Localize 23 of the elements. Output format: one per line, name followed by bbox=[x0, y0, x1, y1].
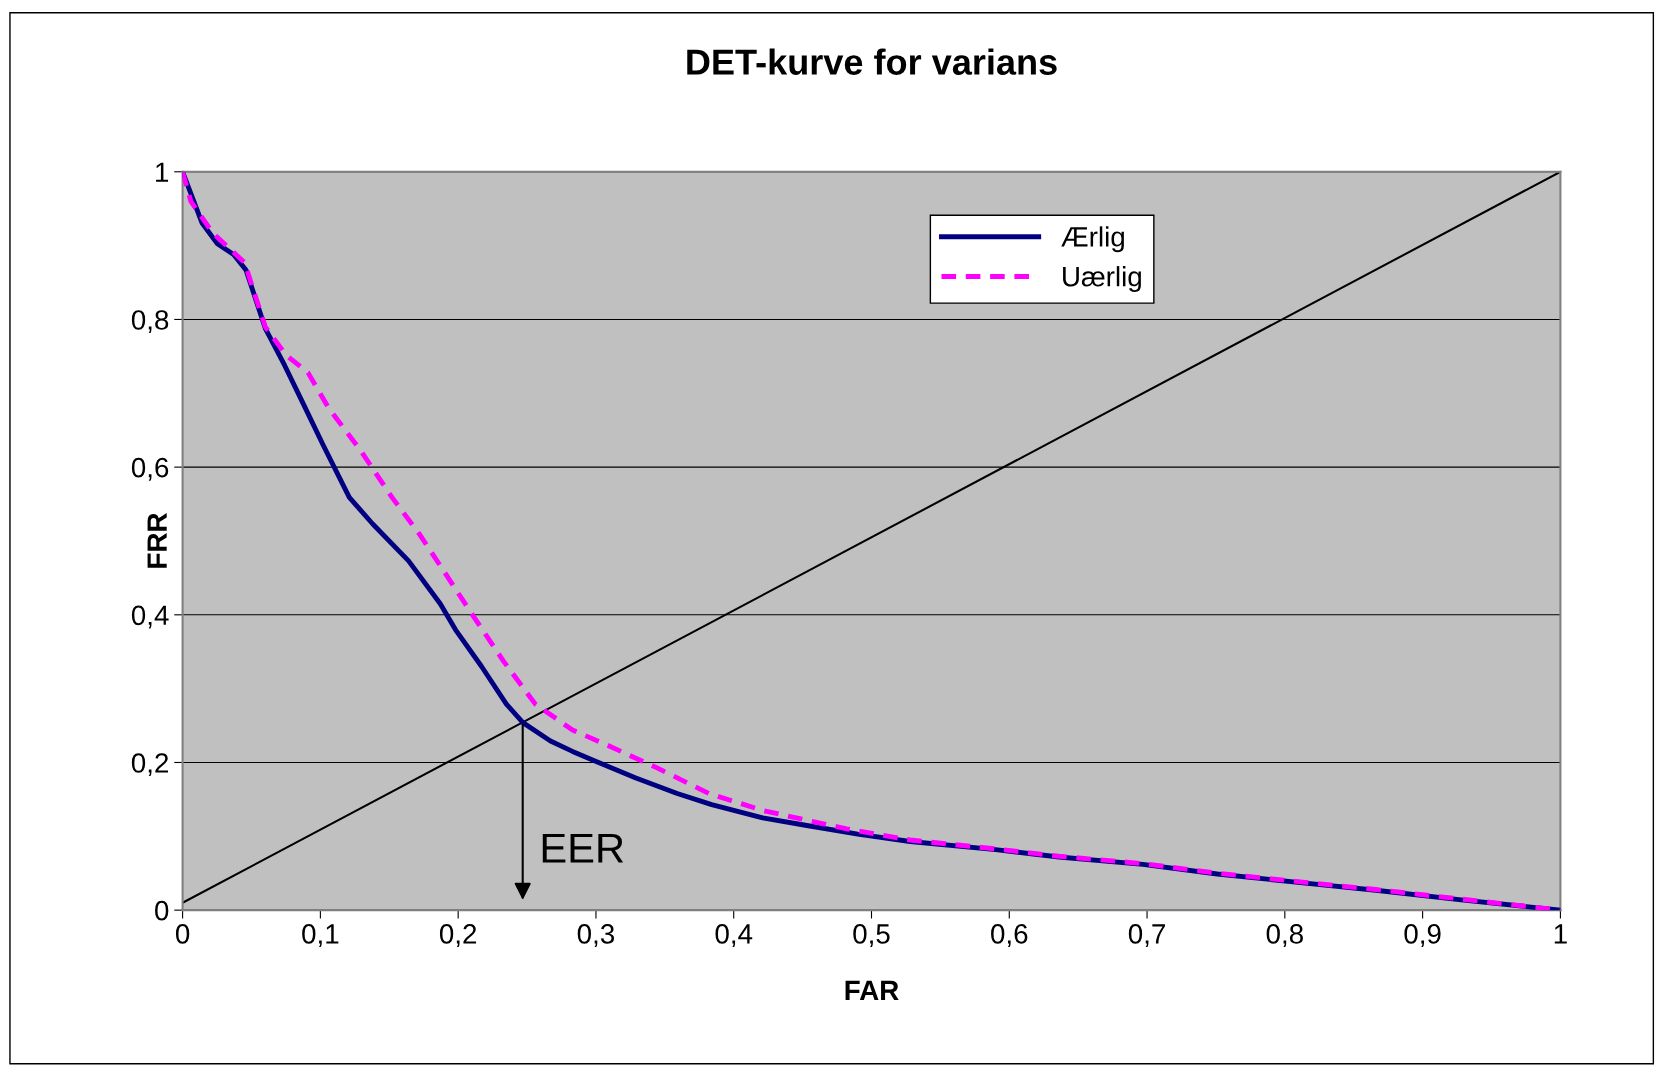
y-tick-label: 1 bbox=[156, 162, 169, 182]
x-tick-label: 0,9 bbox=[1404, 924, 1441, 948]
y-tick-label: 0 bbox=[155, 900, 169, 921]
y-tick-label: 0,8 bbox=[131, 310, 169, 334]
legend-label: Ærlig bbox=[1061, 226, 1124, 253]
y-tick-label: 0,4 bbox=[131, 605, 169, 629]
x-tick-label: 0,1 bbox=[302, 924, 339, 948]
x-tick-label: 0,6 bbox=[991, 924, 1028, 948]
x-axis-title: FAR bbox=[845, 980, 899, 1000]
x-tick-label: 0,5 bbox=[853, 924, 890, 948]
x-tick-label: 0,4 bbox=[715, 924, 753, 948]
x-tick-label: 0,8 bbox=[1266, 924, 1303, 948]
chart-title: DET-kurve for varians bbox=[687, 48, 1057, 75]
legend-label: Uærlig bbox=[1063, 266, 1141, 292]
x-tick-label: 0,2 bbox=[439, 924, 477, 948]
y-axis-title: FRR bbox=[147, 512, 167, 568]
annotation: EER bbox=[542, 833, 624, 863]
x-tick-label: 0,7 bbox=[1128, 924, 1165, 948]
y-tick-label: 0,6 bbox=[131, 457, 169, 481]
x-tick-label: 0 bbox=[175, 924, 190, 944]
x-tick-label: 1 bbox=[1554, 924, 1567, 944]
y-tick-label: 0,2 bbox=[131, 753, 169, 777]
x-tick-label: 0,3 bbox=[577, 924, 615, 948]
